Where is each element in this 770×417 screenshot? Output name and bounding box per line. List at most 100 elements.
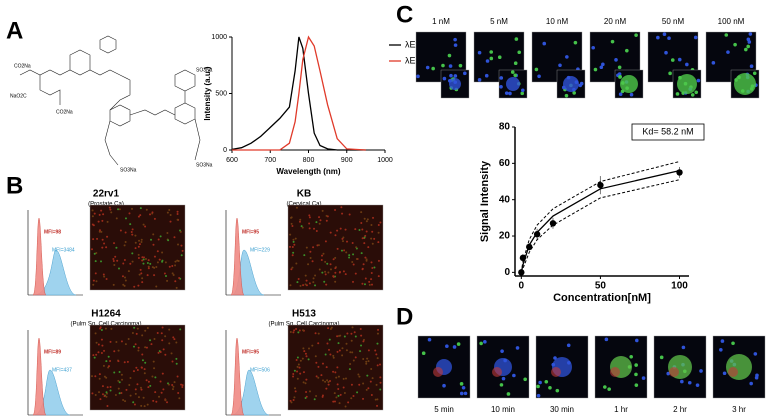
- cell: [120, 392, 123, 395]
- y-axis-label: Intensity (a.u.): [203, 66, 212, 121]
- cell: [319, 219, 322, 222]
- cell: [351, 326, 354, 329]
- cell: [176, 259, 179, 262]
- cell: [379, 376, 382, 379]
- cell: [129, 394, 132, 397]
- flow-histogram-control: [32, 337, 47, 416]
- cell: [695, 383, 700, 387]
- cell: [159, 235, 162, 238]
- mfi-sample: MFI=437: [52, 367, 72, 373]
- cell: [333, 400, 336, 403]
- cell: [118, 381, 121, 384]
- cell: [360, 334, 363, 337]
- cell: [308, 216, 311, 219]
- cell: [168, 328, 171, 331]
- cell: [558, 63, 562, 68]
- cell: [303, 254, 306, 257]
- cell: [293, 243, 296, 246]
- cell: [328, 338, 331, 341]
- cell: [112, 259, 115, 262]
- cell: [305, 355, 308, 358]
- cell: [137, 253, 140, 256]
- cell-cluster: [669, 367, 679, 377]
- cell: [159, 351, 162, 354]
- cell: [523, 377, 527, 382]
- cell: [91, 248, 94, 251]
- cell: [123, 259, 126, 262]
- cell: [106, 404, 109, 407]
- cell: [308, 214, 311, 217]
- cell: [504, 91, 509, 95]
- cell: [368, 283, 371, 286]
- cell: [99, 398, 102, 401]
- cell: [371, 230, 374, 233]
- cell: [112, 283, 115, 286]
- cell: [142, 258, 145, 261]
- cell: [308, 222, 311, 225]
- cell: [291, 246, 294, 249]
- cell: [140, 272, 143, 275]
- cell: [134, 343, 137, 346]
- cell: [352, 263, 355, 266]
- cell: [499, 85, 503, 89]
- cell: [327, 271, 330, 274]
- cell: [101, 385, 104, 388]
- x-axis-label: Concentration[nM]: [553, 292, 651, 304]
- cell: [685, 62, 689, 67]
- cell: [358, 229, 361, 232]
- cell: [350, 332, 353, 335]
- cell: [152, 243, 155, 246]
- panel-label: B: [6, 172, 23, 199]
- cell: [315, 395, 318, 398]
- cell: [94, 260, 97, 263]
- cell: [143, 368, 146, 371]
- cell: [321, 362, 324, 365]
- flow-subtitle: (Pulm Sq. Cell Carcinoma): [268, 322, 339, 328]
- cell: [150, 238, 153, 241]
- structure-label: NaO2C: [10, 93, 27, 99]
- cell: [747, 40, 752, 44]
- cell: [140, 366, 143, 369]
- cell: [289, 233, 292, 236]
- cell: [99, 326, 102, 329]
- cell: [355, 246, 358, 249]
- cell: [292, 240, 295, 243]
- cell: [312, 281, 315, 284]
- cell: [302, 347, 305, 350]
- cell: [349, 351, 352, 354]
- annotation: Kd= 58.2 nM: [642, 126, 693, 136]
- cell: [372, 216, 375, 219]
- cell: [102, 213, 105, 216]
- cell: [513, 73, 518, 78]
- cell: [520, 88, 525, 93]
- cell: [431, 66, 435, 71]
- cell-cluster: [433, 367, 443, 377]
- cell: [341, 240, 344, 243]
- cell: [141, 277, 144, 280]
- cell-cluster: [551, 367, 561, 377]
- cell: [292, 373, 295, 376]
- cell: [317, 244, 320, 247]
- cell: [448, 64, 453, 68]
- cell: [299, 372, 302, 375]
- tile-label: 10 min: [491, 405, 515, 414]
- cell: [115, 246, 118, 249]
- cell: [641, 376, 646, 380]
- cell: [311, 344, 314, 347]
- cell: [370, 283, 373, 286]
- cell: [361, 282, 364, 285]
- cell: [147, 267, 150, 270]
- cell: [752, 71, 757, 76]
- cell: [153, 255, 156, 258]
- cell: [151, 211, 154, 214]
- chemical-structure: [19, 35, 201, 166]
- cell: [292, 398, 295, 401]
- series-line: [520, 169, 680, 273]
- cell: [352, 359, 355, 362]
- cell: [94, 332, 97, 335]
- cell: [171, 360, 174, 363]
- cell: [376, 357, 379, 360]
- cell: [362, 358, 365, 361]
- cell: [370, 224, 373, 227]
- cell: [360, 211, 363, 214]
